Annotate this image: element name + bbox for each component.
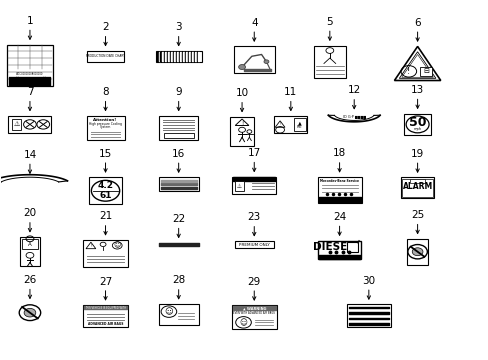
FancyBboxPatch shape	[346, 305, 390, 327]
FancyBboxPatch shape	[234, 241, 273, 248]
FancyBboxPatch shape	[86, 116, 124, 140]
Text: 9: 9	[175, 87, 182, 97]
Text: 7: 7	[26, 87, 33, 97]
FancyBboxPatch shape	[400, 177, 433, 198]
Circle shape	[411, 248, 422, 256]
Text: 1: 1	[26, 16, 33, 26]
Text: 25: 25	[410, 210, 424, 220]
FancyBboxPatch shape	[158, 304, 198, 325]
Text: 14: 14	[23, 150, 37, 160]
Text: 29: 29	[247, 277, 260, 287]
Text: 19: 19	[410, 149, 424, 159]
FancyBboxPatch shape	[158, 177, 198, 191]
FancyBboxPatch shape	[234, 181, 243, 192]
Text: 30: 30	[362, 276, 375, 286]
Text: 20: 20	[23, 208, 37, 219]
FancyBboxPatch shape	[231, 305, 276, 329]
Text: !: !	[279, 122, 280, 126]
FancyBboxPatch shape	[83, 305, 128, 327]
Text: ☺: ☺	[164, 307, 173, 316]
Text: 3: 3	[175, 22, 182, 32]
FancyBboxPatch shape	[409, 179, 424, 183]
FancyBboxPatch shape	[155, 51, 202, 62]
FancyBboxPatch shape	[89, 177, 122, 204]
Text: DIESEL: DIESEL	[313, 242, 353, 252]
FancyBboxPatch shape	[12, 119, 21, 130]
Text: PRODUCTION DATE CHART: PRODUCTION DATE CHART	[86, 54, 125, 58]
FancyBboxPatch shape	[419, 67, 431, 76]
FancyBboxPatch shape	[313, 45, 345, 78]
FancyBboxPatch shape	[318, 240, 360, 259]
FancyBboxPatch shape	[404, 114, 430, 135]
FancyBboxPatch shape	[159, 116, 198, 140]
Text: 4.2: 4.2	[97, 181, 113, 190]
Text: !: !	[407, 67, 409, 76]
FancyBboxPatch shape	[274, 116, 307, 133]
Text: 4: 4	[250, 18, 257, 28]
Text: A: A	[28, 242, 32, 247]
Text: 24: 24	[332, 212, 346, 222]
Text: 8: 8	[102, 87, 109, 97]
Text: High pressure Cooling: High pressure Cooling	[89, 122, 122, 126]
Text: ▲ WARNING: ▲ WARNING	[242, 306, 265, 310]
Text: mph: mph	[413, 127, 421, 131]
Text: ⚠: ⚠	[236, 184, 241, 189]
FancyBboxPatch shape	[232, 177, 276, 194]
Text: THIS VEHICLE IS EQUIPPED WITH: THIS VEHICLE IS EQUIPPED WITH	[85, 306, 126, 310]
Circle shape	[264, 60, 268, 63]
Text: ALARM: ALARM	[402, 182, 432, 191]
Text: 16: 16	[172, 149, 185, 159]
Text: 26: 26	[23, 275, 37, 285]
FancyBboxPatch shape	[20, 237, 40, 266]
Text: System: System	[100, 125, 111, 129]
Text: PSI: PSI	[296, 125, 302, 129]
Text: !: !	[241, 121, 243, 126]
FancyBboxPatch shape	[346, 242, 357, 252]
Text: 22: 22	[172, 214, 185, 224]
FancyBboxPatch shape	[7, 45, 53, 86]
Text: ⊟: ⊟	[423, 68, 428, 75]
Text: 23: 23	[247, 212, 260, 222]
Text: 27: 27	[99, 276, 112, 287]
Text: 61: 61	[99, 192, 112, 201]
Text: ID G·P ████: ID G·P ████	[342, 115, 365, 119]
FancyBboxPatch shape	[8, 116, 51, 133]
FancyBboxPatch shape	[402, 179, 432, 197]
FancyBboxPatch shape	[83, 240, 128, 267]
Text: ADVANCED AIR BAGS: ADVANCED AIR BAGS	[88, 322, 123, 326]
Text: !: !	[90, 244, 92, 248]
Text: 6: 6	[413, 18, 420, 28]
FancyBboxPatch shape	[163, 134, 193, 138]
Text: 5: 5	[326, 17, 332, 27]
Text: 11: 11	[284, 87, 297, 97]
Circle shape	[238, 64, 245, 69]
Text: Mercedes-Benz Service: Mercedes-Benz Service	[320, 179, 358, 183]
FancyBboxPatch shape	[233, 46, 274, 73]
FancyBboxPatch shape	[407, 239, 427, 265]
Text: ☺: ☺	[113, 242, 121, 249]
Text: 15: 15	[99, 149, 112, 159]
Text: 18: 18	[332, 148, 346, 158]
Text: 21: 21	[99, 211, 112, 221]
Text: 17: 17	[247, 148, 260, 158]
Text: PREMIUM ONLY: PREMIUM ONLY	[238, 243, 269, 247]
FancyBboxPatch shape	[317, 177, 361, 203]
FancyBboxPatch shape	[230, 117, 253, 146]
Text: 2: 2	[102, 22, 109, 32]
FancyBboxPatch shape	[87, 51, 123, 62]
Text: WDC0000000A000000: WDC0000000A000000	[16, 72, 43, 76]
Text: 13: 13	[410, 85, 424, 95]
Text: 28: 28	[172, 275, 185, 285]
Circle shape	[24, 309, 36, 317]
Text: ⚠: ⚠	[14, 121, 20, 127]
Text: Attention!: Attention!	[93, 118, 118, 122]
FancyBboxPatch shape	[293, 118, 305, 131]
Text: ☺: ☺	[239, 318, 247, 327]
FancyBboxPatch shape	[22, 239, 38, 249]
Text: ▲: ▲	[297, 120, 301, 125]
Text: EVEN WITH ADVANCED AIR BAGS: EVEN WITH ADVANCED AIR BAGS	[233, 311, 275, 315]
Text: 50: 50	[408, 116, 426, 129]
Text: 10: 10	[235, 88, 248, 98]
Text: 12: 12	[347, 85, 360, 95]
